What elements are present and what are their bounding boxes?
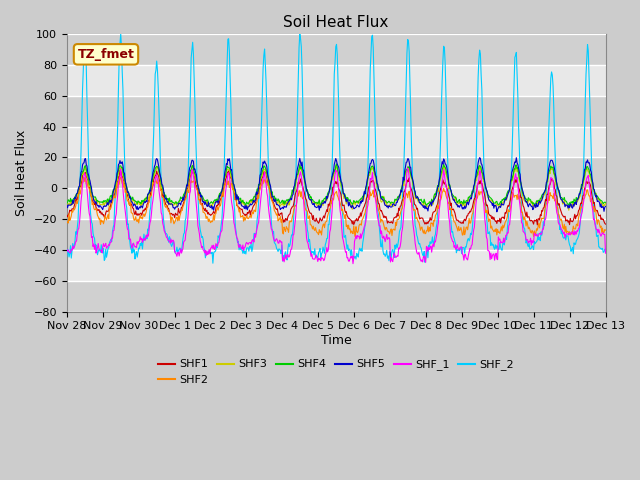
SHF4	[566, 203, 574, 208]
SHF_1	[63, 249, 70, 255]
X-axis label: Time: Time	[321, 334, 351, 347]
SHF4	[333, 161, 340, 167]
SHF1	[418, 215, 426, 221]
SHF2	[129, 211, 136, 216]
Bar	[67, 96, 605, 127]
SHF_2	[212, 242, 220, 248]
SHF3	[565, 207, 573, 213]
Line: SHF2: SHF2	[67, 178, 605, 237]
SHF1	[212, 205, 220, 211]
SHF2	[351, 234, 359, 240]
Line: SHF5: SHF5	[67, 157, 605, 212]
SHF_1	[419, 259, 426, 265]
Bar	[67, 157, 605, 188]
Line: SHF4: SHF4	[67, 164, 605, 205]
SHF5	[602, 204, 609, 209]
SHF1	[188, 167, 196, 172]
SHF_1	[183, 227, 191, 232]
SHF1	[534, 222, 541, 228]
SHF2	[419, 228, 426, 234]
SHF5	[211, 201, 219, 206]
SHF_2	[63, 253, 70, 259]
SHF1	[128, 203, 136, 209]
SHF3	[73, 194, 81, 200]
SHF_1	[73, 238, 81, 244]
SHF_1	[128, 245, 136, 251]
SHF_2	[117, 31, 125, 37]
Title: Soil Heat Flux: Soil Heat Flux	[284, 15, 389, 30]
Line: SHF3: SHF3	[67, 166, 605, 210]
SHF4	[128, 197, 136, 203]
SHF2	[403, 192, 411, 197]
SHF3	[63, 201, 70, 206]
SHF_2	[73, 231, 81, 237]
Text: TZ_fmet: TZ_fmet	[77, 48, 134, 61]
SHF4	[211, 197, 219, 203]
SHF_2	[403, 50, 411, 56]
Line: SHF_2: SHF_2	[67, 34, 605, 263]
SHF1	[403, 181, 410, 187]
Bar	[67, 34, 605, 65]
SHF_2	[602, 246, 609, 252]
SHF5	[402, 164, 410, 170]
SHF5	[183, 182, 191, 188]
SHF_1	[349, 261, 357, 266]
SHF2	[184, 186, 191, 192]
SHF_1	[404, 165, 412, 171]
SHF2	[73, 198, 81, 204]
SHF2	[80, 175, 88, 180]
SHF5	[63, 202, 70, 208]
SHF_2	[129, 241, 136, 247]
SHF4	[403, 167, 410, 172]
SHF_2	[209, 260, 217, 266]
Y-axis label: Soil Heat Flux: Soil Heat Flux	[15, 130, 28, 216]
SHF_1	[211, 246, 219, 252]
SHF5	[493, 209, 500, 215]
Legend: SHF1, SHF2, SHF3, SHF4, SHF5, SHF_1, SHF_2: SHF1, SHF2, SHF3, SHF4, SHF5, SHF_1, SHF…	[154, 355, 518, 389]
SHF4	[183, 183, 191, 189]
SHF4	[73, 191, 81, 197]
SHF5	[476, 155, 483, 160]
SHF_2	[184, 190, 191, 196]
SHF4	[602, 200, 609, 205]
SHF2	[602, 227, 609, 233]
SHF1	[63, 212, 70, 218]
SHF2	[63, 218, 70, 224]
Line: SHF_1: SHF_1	[67, 168, 605, 264]
SHF3	[212, 199, 220, 205]
SHF5	[73, 191, 81, 197]
SHF4	[63, 200, 70, 206]
SHF1	[73, 198, 81, 204]
SHF1	[602, 221, 609, 227]
SHF3	[128, 199, 136, 205]
SHF_2	[419, 252, 426, 258]
Line: SHF1: SHF1	[67, 169, 605, 225]
SHF_1	[403, 182, 410, 188]
SHF3	[189, 163, 196, 168]
Bar	[67, 281, 605, 312]
Bar	[67, 219, 605, 250]
SHF5	[417, 202, 425, 207]
SHF3	[602, 201, 609, 206]
SHF_1	[602, 250, 609, 256]
SHF5	[128, 199, 136, 205]
SHF4	[418, 199, 426, 204]
SHF1	[183, 188, 191, 193]
SHF3	[183, 185, 191, 191]
SHF3	[403, 168, 410, 173]
SHF3	[418, 202, 426, 207]
SHF2	[212, 211, 220, 216]
